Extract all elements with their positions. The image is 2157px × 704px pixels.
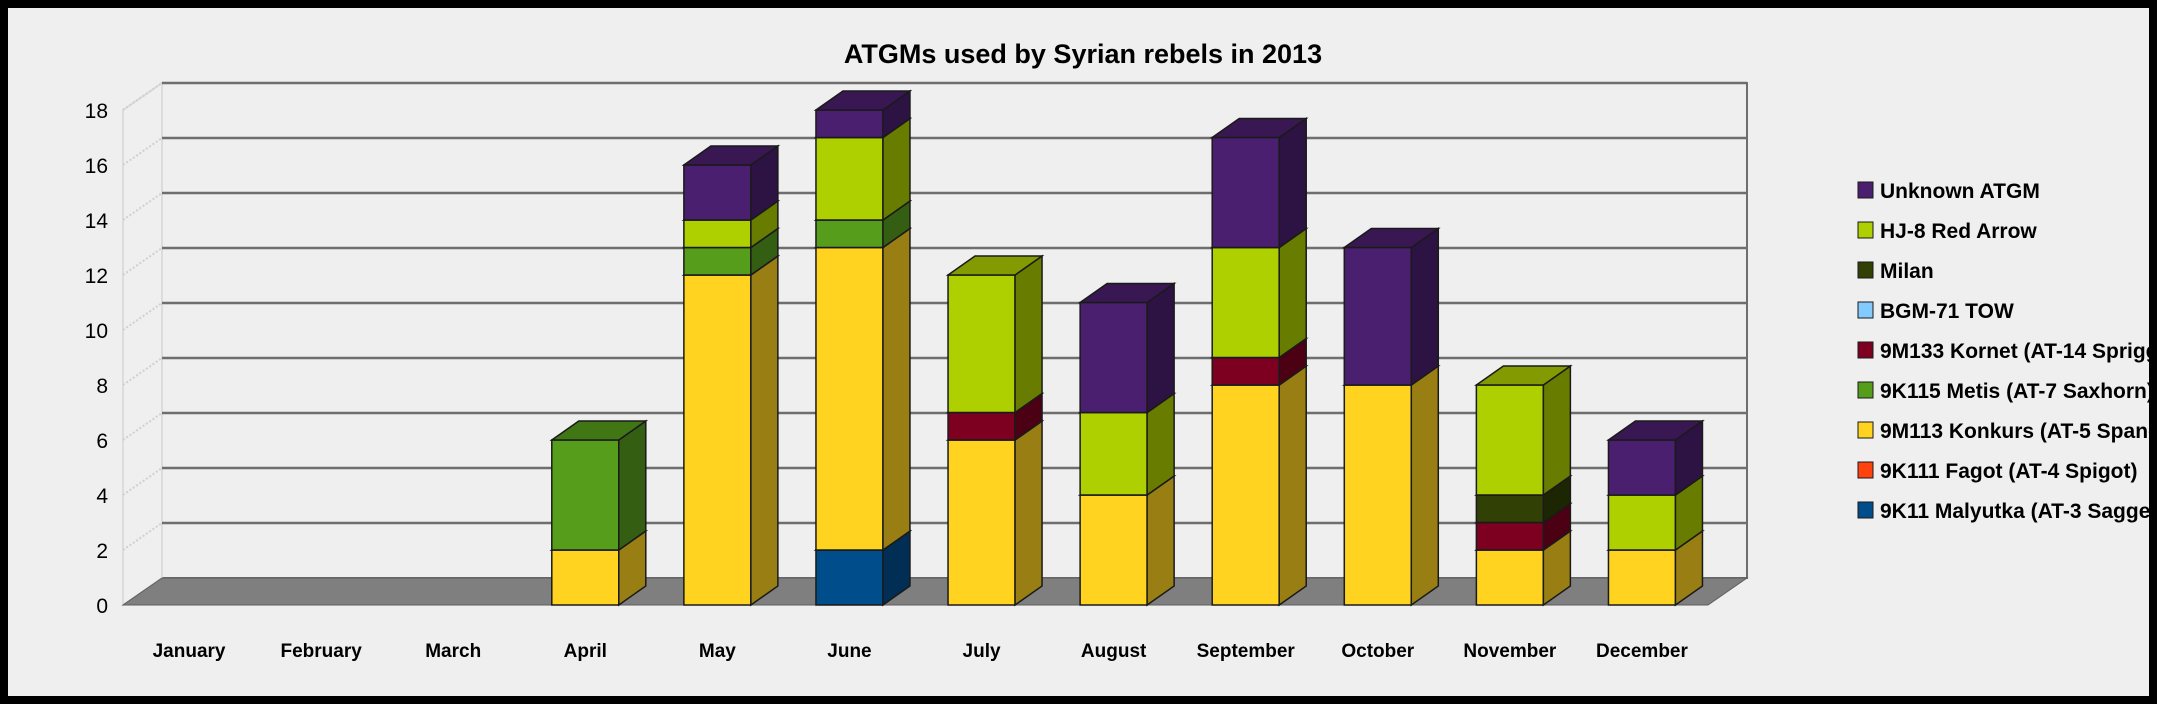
legend-item-unknown-atgm: Unknown ATGM (1857, 180, 2040, 203)
category-label-december: December (1596, 641, 1688, 662)
bar-segment-september-9m113-konkurs-at-5-spandrel (1209, 364, 1309, 607)
bar-segment-may-9m113-konkurs-at-5-spandrel (681, 254, 781, 607)
chart-bars (549, 89, 1705, 607)
bar-segment-may-unknown-atgm (681, 144, 781, 222)
gridline-depth (122, 192, 163, 221)
bar-segment-october-unknown-atgm (1341, 227, 1441, 387)
legend-label: 9K11 Malyutka (AT-3 Sagger) (1880, 500, 2149, 523)
legend-label: 9M113 Konkurs (AT-5 Spandrel) (1880, 420, 2149, 443)
category-label-october: October (1341, 641, 1414, 662)
bar-segment-july-hj-8-red-arrow (945, 254, 1045, 414)
legend-label: BGM-71 TOW (1880, 300, 2014, 323)
bar-segment-june-unknown-atgm (813, 89, 913, 139)
floor-plane (121, 577, 1749, 606)
bar-segment-august-unknown-atgm (1077, 282, 1177, 414)
gridline-depth (122, 137, 163, 166)
legend-item-9m133-kornet-at-14-spriggan: 9M133 Kornet (AT-14 Spriggan) (1857, 340, 2149, 363)
bar-segment-september-unknown-atgm (1209, 117, 1309, 249)
category-label-january: January (153, 641, 226, 662)
category-label-november: November (1463, 641, 1557, 662)
bar-segment-july-9m113-konkurs-at-5-spandrel (945, 419, 1045, 607)
legend-item-9k11-malyutka-at-3-sagger: 9K11 Malyutka (AT-3 Sagger) (1857, 500, 2149, 523)
chart-title: ATGMs used by Syrian rebels in 2013 (844, 39, 1322, 69)
legend-swatch (1857, 381, 1874, 399)
category-label-april: April (564, 641, 607, 662)
chart-floor (121, 577, 1749, 606)
legend-label: Unknown ATGM (1880, 180, 2040, 203)
legend-item-milan: Milan (1857, 260, 1934, 283)
legend-swatch (1857, 261, 1874, 279)
legend-item-bgm-71-tow: BGM-71 TOW (1857, 300, 2014, 323)
bar-segment-december-unknown-atgm (1606, 419, 1705, 497)
category-label-august: August (1081, 641, 1147, 662)
category-label-march: March (425, 641, 481, 662)
legend-item-9m113-konkurs-at-5-spandrel: 9M113 Konkurs (AT-5 Spandrel) (1857, 420, 2149, 443)
category-label-june: June (827, 641, 871, 662)
legend-swatch (1857, 461, 1874, 479)
legend-swatch (1857, 181, 1874, 199)
y-tick-label: 6 (96, 430, 108, 453)
category-label-september: September (1197, 641, 1296, 662)
legend-item-9k111-fagot-at-4-spigot: 9K111 Fagot (AT-4 Spigot) (1857, 460, 2137, 483)
legend-label: Milan (1880, 260, 1934, 283)
y-tick-label: 14 (85, 210, 109, 233)
legend-item-9k115-metis-at-7-saxhorn: 9K115 Metis (AT-7 Saxhorn) (1857, 380, 2149, 403)
bar-segment-november-hj-8-red-arrow (1474, 364, 1573, 497)
chart-area: ATGMs used by Syrian rebels in 2013 0 2 4 6… (85, 39, 2149, 662)
chart-frame: ATGMs used by Syrian rebels in 2013 0 2 4 6… (5, 5, 2152, 699)
legend-swatch (1857, 301, 1874, 319)
x-axis-categories: January February March April May June July Augu… (153, 641, 1689, 662)
y-tick-label: 12 (85, 265, 108, 288)
chart-legend: Unknown ATGM HJ-8 Red Arrow Milan BGM-71 TO… (1857, 180, 2149, 523)
bar-segment-april-9k115-metis-at-7-saxhorn (549, 419, 649, 552)
bar-segment-june-9m113-konkurs-at-5-spandrel (813, 227, 913, 552)
legend-swatch (1857, 221, 1874, 239)
gridline-depth (122, 467, 163, 496)
gridline-depth (122, 357, 163, 386)
legend-swatch (1857, 501, 1874, 519)
bar-segment-october-9m113-konkurs-at-5-spandrel (1341, 364, 1441, 607)
legend-swatch (1857, 341, 1874, 359)
y-axis-ticks: 0 2 4 6 8 10 12 14 16 18 (85, 100, 109, 618)
gridline-depth (122, 302, 163, 331)
y-tick-label: 2 (96, 540, 108, 563)
gridline-depth (122, 412, 163, 441)
legend-label: 9K111 Fagot (AT-4 Spigot) (1880, 460, 2137, 483)
category-label-february: February (280, 641, 362, 662)
category-label-july: July (963, 641, 1001, 662)
gridline-depth (122, 247, 163, 276)
legend-label: HJ-8 Red Arrow (1880, 220, 2037, 243)
y-tick-label: 10 (85, 320, 108, 343)
legend-label: 9K115 Metis (AT-7 Saxhorn) (1880, 380, 2149, 403)
y-tick-label: 8 (96, 375, 108, 398)
legend-swatch (1857, 421, 1874, 439)
y-tick-label: 0 (96, 595, 108, 618)
category-label-may: May (699, 641, 736, 662)
legend-item-hj-8-red-arrow: HJ-8 Red Arrow (1857, 220, 2037, 243)
y-tick-label: 18 (85, 100, 108, 123)
legend-label: 9M133 Kornet (AT-14 Spriggan) (1880, 340, 2149, 363)
y-tick-label: 16 (85, 155, 108, 178)
y-tick-label: 4 (96, 485, 108, 508)
gridline-depth (122, 522, 163, 551)
